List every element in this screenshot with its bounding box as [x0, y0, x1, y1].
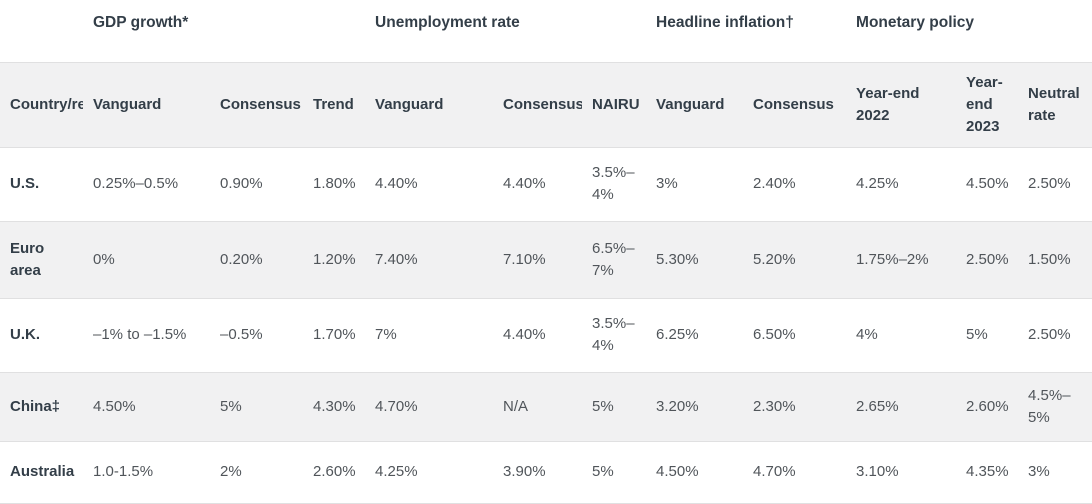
- col-header-unemp-vanguard: Vanguard: [365, 61, 494, 148]
- group-header-monetary-policy: Monetary policy: [846, 0, 1092, 62]
- cell: 4.70%: [365, 372, 494, 442]
- cell: 4.50%: [646, 441, 744, 504]
- cell: 4.40%: [493, 298, 583, 373]
- cell: 0.90%: [210, 147, 303, 222]
- cell: 5%: [210, 372, 303, 442]
- cell: 4.40%: [493, 147, 583, 222]
- cell: N/A: [493, 372, 583, 442]
- cell: 3.5%–4%: [582, 298, 647, 373]
- cell: 2.30%: [743, 372, 847, 442]
- cell: 2.60%: [956, 372, 1019, 442]
- cell: 2.50%: [1018, 298, 1092, 373]
- col-header-gdp-consensus: Consensus: [210, 61, 303, 148]
- cell: 1.80%: [303, 147, 366, 222]
- col-header-infl-vanguard: Vanguard: [646, 61, 744, 148]
- cell: 7.40%: [365, 221, 494, 299]
- row-label-uk: U.K.: [0, 298, 83, 373]
- cell: 4.50%: [956, 147, 1019, 222]
- col-header-yearend-2023: Year-end 2023: [956, 61, 1019, 148]
- column-header-row: Country/region Vanguard Consensus Trend …: [0, 61, 1092, 148]
- cell: 5.30%: [646, 221, 744, 299]
- row-label-china: China‡: [0, 372, 83, 442]
- cell: 0%: [83, 221, 210, 299]
- col-header-gdp-vanguard: Vanguard: [83, 61, 210, 148]
- cell: 2.50%: [956, 221, 1019, 299]
- cell: 4.25%: [846, 147, 957, 222]
- cell: 5%: [956, 298, 1019, 373]
- cell: 2.50%: [1018, 147, 1092, 222]
- table-row-uk: U.K. –1% to –1.5% –0.5% 1.70% 7% 4.40% 3…: [0, 298, 1092, 373]
- col-header-unemp-consensus: Consensus: [493, 61, 583, 148]
- row-label-us: U.S.: [0, 147, 83, 222]
- cell: 7%: [365, 298, 494, 373]
- col-header-country-region: Country/region: [0, 61, 83, 148]
- cell: 2.65%: [846, 372, 957, 442]
- cell: 4.5%–5%: [1018, 372, 1092, 442]
- group-header-headline-inflation: Headline inflation†: [646, 0, 847, 62]
- cell: –1% to –1.5%: [83, 298, 210, 373]
- table-row-euro-area: Euro area 0% 0.20% 1.20% 7.40% 7.10% 6.5…: [0, 221, 1092, 299]
- cell: 2.60%: [303, 441, 366, 504]
- cell: –0.5%: [210, 298, 303, 373]
- cell: 4%: [846, 298, 957, 373]
- cell: 6.50%: [743, 298, 847, 373]
- cell: 3%: [646, 147, 744, 222]
- col-header-yearend-2022: Year-end 2022: [846, 61, 957, 148]
- cell: 1.50%: [1018, 221, 1092, 299]
- cell: 2%: [210, 441, 303, 504]
- cell: 3.5%–4%: [582, 147, 647, 222]
- corner-spacer: [0, 0, 83, 62]
- cell: 4.30%: [303, 372, 366, 442]
- col-header-gdp-trend: Trend: [303, 61, 366, 148]
- cell: 4.50%: [83, 372, 210, 442]
- row-label-australia: Australia: [0, 441, 83, 504]
- col-header-neutral-rate: Neutral rate: [1018, 61, 1092, 148]
- table-row-china: China‡ 4.50% 5% 4.30% 4.70% N/A 5% 3.20%…: [0, 372, 1092, 442]
- cell: 3%: [1018, 441, 1092, 504]
- cell: 5%: [582, 441, 647, 504]
- cell: 4.40%: [365, 147, 494, 222]
- cell: 0.25%–0.5%: [83, 147, 210, 222]
- cell: 0.20%: [210, 221, 303, 299]
- cell: 4.70%: [743, 441, 847, 504]
- group-header-gdp-growth: GDP growth*: [83, 0, 366, 62]
- group-header-unemployment-rate: Unemployment rate: [365, 0, 647, 62]
- col-header-infl-consensus: Consensus: [743, 61, 847, 148]
- cell: 6.5%–7%: [582, 221, 647, 299]
- cell: 3.20%: [646, 372, 744, 442]
- table-row-australia: Australia 1.0-1.5% 2% 2.60% 4.25% 3.90% …: [0, 441, 1092, 504]
- cell: 5.20%: [743, 221, 847, 299]
- cell: 7.10%: [493, 221, 583, 299]
- cell: 3.90%: [493, 441, 583, 504]
- cell: 1.75%–2%: [846, 221, 957, 299]
- cell: 6.25%: [646, 298, 744, 373]
- table-row-us: U.S. 0.25%–0.5% 0.90% 1.80% 4.40% 4.40% …: [0, 147, 1092, 222]
- cell: 5%: [582, 372, 647, 442]
- cell: 2.40%: [743, 147, 847, 222]
- group-header-row: GDP growth* Unemployment rate Headline i…: [0, 0, 1092, 62]
- cell: 1.0-1.5%: [83, 441, 210, 504]
- cell: 1.20%: [303, 221, 366, 299]
- col-header-unemp-nairu: NAIRU: [582, 61, 647, 148]
- cell: 4.25%: [365, 441, 494, 504]
- cell: 3.10%: [846, 441, 957, 504]
- cell: 1.70%: [303, 298, 366, 373]
- cell: 4.35%: [956, 441, 1019, 504]
- row-label-euro-area: Euro area: [0, 221, 83, 299]
